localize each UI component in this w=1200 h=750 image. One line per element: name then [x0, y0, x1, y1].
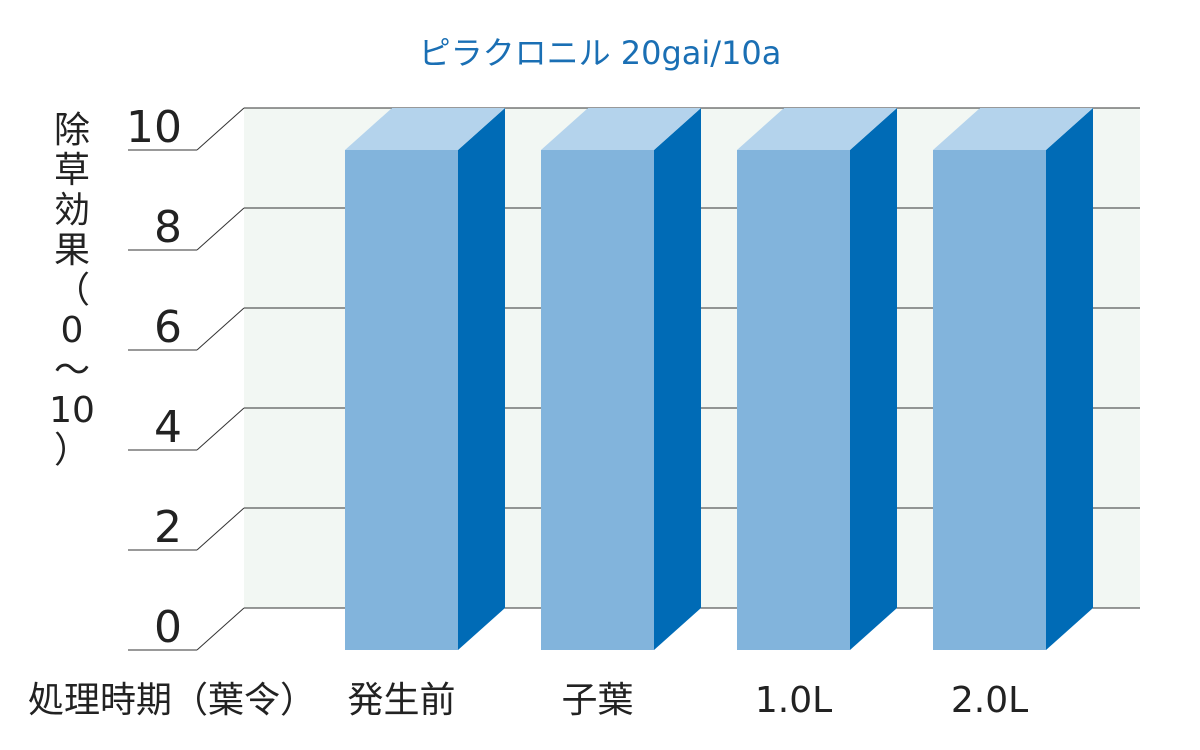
y-tick-label: 4	[154, 402, 182, 453]
bar-side-face	[458, 108, 505, 650]
bar-side-face	[654, 108, 701, 650]
category-label: 1.0L	[755, 680, 832, 721]
bar-front-face	[541, 150, 654, 650]
y-tick-label: 2	[154, 502, 182, 553]
y-tick-label: 10	[126, 102, 182, 153]
y-axis-label-char: 除	[54, 110, 90, 151]
bars	[345, 108, 1093, 650]
y-axis-label-char: 果	[54, 230, 90, 271]
category-label: 子葉	[561, 680, 633, 721]
y-axis-label-char: 10	[49, 390, 95, 431]
category-label: 2.0L	[951, 680, 1028, 721]
bar	[541, 108, 701, 650]
bar	[933, 108, 1093, 650]
category-labels: 発生前 子葉 1.0L 2.0L	[347, 680, 1028, 721]
bar-front-face	[345, 150, 458, 650]
y-axis-label-char: 0	[61, 310, 84, 351]
bar	[345, 108, 505, 650]
y-tick-label: 6	[154, 302, 182, 353]
y-axis-label-char: 草	[54, 150, 90, 191]
y-axis-label-char: （	[54, 270, 90, 311]
bar-top-face	[345, 108, 505, 150]
category-label: 発生前	[347, 680, 455, 721]
chart-title: ピラクロニル 20gai/10a	[419, 34, 782, 72]
bar-side-face	[1046, 108, 1093, 650]
y-tick-label: 8	[154, 202, 182, 253]
bar-front-face	[737, 150, 850, 650]
y-axis-label-char: ～	[54, 350, 90, 391]
bar-top-face	[737, 108, 897, 150]
x-axis-label: 処理時期（葉令）	[28, 680, 316, 721]
bar-top-face	[933, 108, 1093, 150]
y-tick-labels: 0 2 4 6 8 10	[126, 102, 182, 653]
bar-side-face	[850, 108, 897, 650]
y-axis-label-char: 効	[54, 190, 90, 231]
y-axis-label-char: ）	[54, 430, 90, 471]
bar-top-face	[541, 108, 701, 150]
bar-front-face	[933, 150, 1046, 650]
y-tick-label: 0	[154, 602, 182, 653]
bar	[737, 108, 897, 650]
